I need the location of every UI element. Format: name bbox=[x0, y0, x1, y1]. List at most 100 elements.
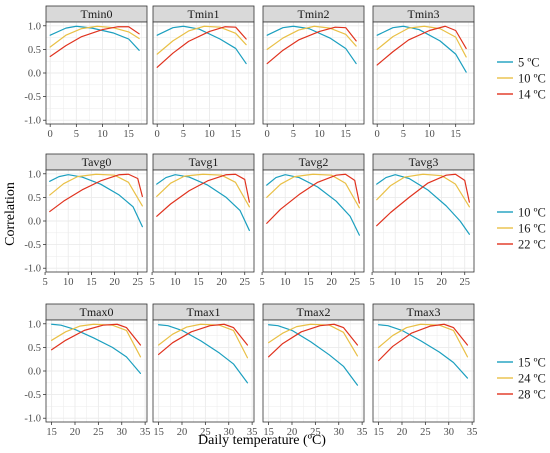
panel-tmax3: Tmax3 15 20 25 30 35 bbox=[372, 303, 477, 438]
x-tick-label: 0 bbox=[48, 129, 53, 140]
x-tick-label: 0 bbox=[265, 129, 270, 140]
series-line-10c bbox=[156, 174, 250, 232]
series-line-15c bbox=[158, 324, 249, 384]
panel-tmin2: Tmin2 0 5 10 15 bbox=[262, 5, 365, 140]
series-line-10c bbox=[376, 25, 467, 58]
x-tick-label: 25 bbox=[349, 277, 360, 288]
x-tick-label: 5 bbox=[259, 277, 264, 288]
panel-strip-label: Tmin0 bbox=[81, 7, 113, 21]
x-tick-label: 10 bbox=[424, 129, 435, 140]
x-tick-label: 20 bbox=[326, 277, 337, 288]
x-tick-label: 0 bbox=[375, 129, 380, 140]
x-tick-label: 20 bbox=[109, 277, 120, 288]
panel-border bbox=[372, 319, 475, 423]
series-line-28c bbox=[378, 323, 469, 362]
series-line-24c bbox=[51, 323, 142, 358]
panel-strip-label: Tmax2 bbox=[297, 305, 331, 319]
x-tick-label: 10 bbox=[97, 129, 108, 140]
y-tick-label: -0.5 bbox=[24, 240, 41, 251]
x-tick-label: 10 bbox=[390, 277, 401, 288]
series-line-5c bbox=[156, 25, 247, 65]
x-tick-label: 15 bbox=[193, 277, 204, 288]
panel-border bbox=[372, 169, 475, 273]
series-line-10c bbox=[49, 25, 140, 48]
x-tick-label: 35 bbox=[140, 427, 151, 438]
legend-tmax: 15 ºC 24 ºC 28 ºC bbox=[497, 356, 546, 402]
x-tick-label: 30 bbox=[444, 427, 455, 438]
y-tick-label: 0.0 bbox=[28, 69, 41, 80]
y-tick-label: 1.0 bbox=[28, 169, 41, 180]
series-line-24c bbox=[378, 323, 469, 358]
y-tick-label: 0.0 bbox=[28, 217, 41, 228]
legend-label: 14 ºC bbox=[518, 88, 546, 102]
series-line-28c bbox=[158, 323, 249, 356]
legend-label: 16 ºC bbox=[518, 222, 546, 236]
x-tick-label: 25 bbox=[239, 277, 250, 288]
panel-strip-label: Tmin3 bbox=[408, 7, 440, 21]
x-tick-label: 5 bbox=[369, 277, 374, 288]
x-axis-title: Daily temperature (ºC) bbox=[198, 433, 326, 448]
panel-tavg2: Tavg2 5 10 15 20 25 bbox=[259, 153, 365, 288]
series-line-22c bbox=[49, 173, 143, 213]
series-line-16c bbox=[156, 173, 250, 208]
series-line-15c bbox=[51, 323, 142, 374]
x-tick-label: 25 bbox=[459, 277, 470, 288]
legend-label: 15 ºC bbox=[518, 356, 546, 370]
x-tick-label: 30 bbox=[117, 427, 128, 438]
x-tick-label: 10 bbox=[280, 277, 291, 288]
legend-tmin: 5 ºC 10 ºC 14 ºC bbox=[497, 56, 546, 102]
x-tick-label: 15 bbox=[373, 427, 384, 438]
panel-border bbox=[262, 319, 365, 423]
y-tick-label: -0.5 bbox=[24, 92, 41, 103]
series-line-16c bbox=[49, 173, 143, 207]
y-tick-label: 0.0 bbox=[28, 367, 41, 378]
legend-label: 24 ºC bbox=[518, 372, 546, 386]
x-tick-label: 15 bbox=[46, 427, 57, 438]
y-tick-label: -0.5 bbox=[24, 390, 41, 401]
x-tick-label: 15 bbox=[230, 129, 241, 140]
y-tick-label: -1.0 bbox=[24, 414, 41, 425]
series-line-14c bbox=[49, 26, 140, 58]
x-tick-label: 5 bbox=[401, 129, 406, 140]
panel-border bbox=[152, 169, 255, 273]
facet-row-tmax: Tmax0 15 20 25 30 35 -1.0 -0.5 0.0 0.5 1.0 Tmax1 15 2… bbox=[24, 303, 546, 438]
x-tick-label: 15 bbox=[263, 427, 274, 438]
x-tick-label: 35 bbox=[247, 427, 258, 438]
panel-tavg3: Tavg3 5 10 15 20 25 bbox=[369, 153, 475, 288]
x-tick-label: 15 bbox=[340, 129, 351, 140]
series-line-24c bbox=[268, 323, 359, 357]
series-line-14c bbox=[266, 26, 357, 65]
panel-tavg1: Tavg1 5 10 15 20 25 bbox=[149, 153, 255, 288]
series-line-10c bbox=[266, 174, 360, 236]
panel-tmin0: Tmin0 0 5 10 15 -1.0 -0.5 0.0 0.5 1.0 bbox=[24, 5, 148, 140]
series-line-5c bbox=[266, 25, 357, 65]
x-tick-label: 5 bbox=[149, 277, 154, 288]
panel-tavg0: Tavg0 5 10 15 20 25 -1.0 -0.5 0.0 0.5 1.0 bbox=[24, 153, 148, 288]
series-line-14c bbox=[376, 25, 467, 66]
series-line-16c bbox=[266, 173, 360, 209]
x-tick-label: 25 bbox=[200, 427, 211, 438]
x-tick-label: 15 bbox=[86, 277, 97, 288]
series-line-22c bbox=[376, 173, 470, 227]
x-tick-label: 20 bbox=[177, 427, 188, 438]
y-tick-label: -1.0 bbox=[24, 116, 41, 127]
y-tick-label: 1.0 bbox=[28, 21, 41, 32]
series-line-22c bbox=[266, 173, 360, 224]
x-tick-label: 15 bbox=[303, 277, 314, 288]
x-tick-label: 0 bbox=[155, 129, 160, 140]
panel-tmin3: Tmin3 0 5 10 15 bbox=[372, 5, 475, 140]
panel-strip-label: Tmax0 bbox=[80, 305, 114, 319]
panel-tmax1: Tmax1 15 20 25 30 35 bbox=[152, 303, 258, 438]
panel-tmax0: Tmax0 15 20 25 30 35 -1.0 -0.5 0.0 0.5 1.0 bbox=[24, 303, 151, 438]
legend-label: 10 ºC bbox=[518, 72, 546, 86]
y-tick-label: 0.5 bbox=[28, 193, 41, 204]
x-tick-label: 35 bbox=[357, 427, 368, 438]
panel-strip-label: Tmin1 bbox=[188, 7, 220, 21]
x-tick-label: 30 bbox=[334, 427, 345, 438]
series-line-16c bbox=[376, 173, 470, 208]
x-tick-label: 15 bbox=[413, 277, 424, 288]
series-line-15c bbox=[268, 324, 359, 386]
